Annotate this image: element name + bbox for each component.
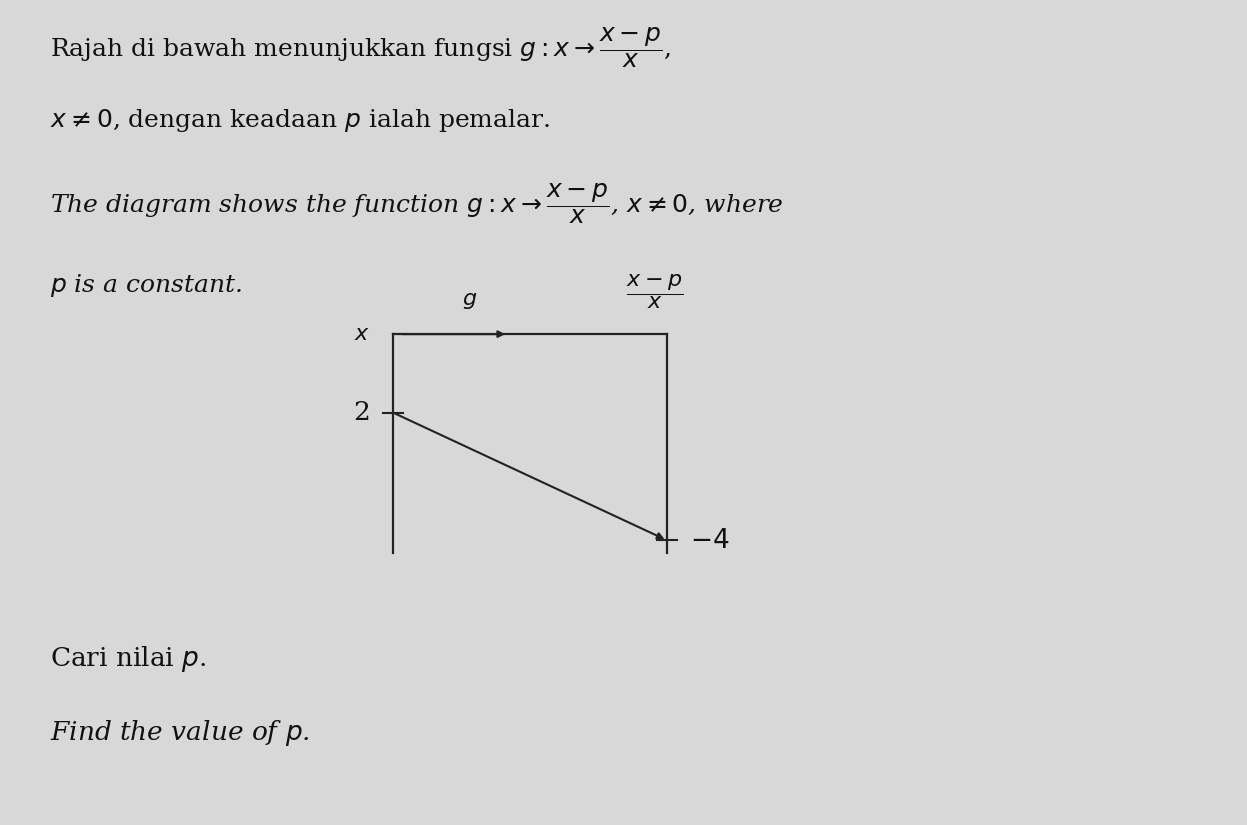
Text: $\dfrac{x - p}{x}$: $\dfrac{x - p}{x}$ — [626, 272, 683, 311]
Text: $g$: $g$ — [461, 289, 478, 311]
Text: Rajah di bawah menunjukkan fungsi $g : x \rightarrow \dfrac{x - p}{x}$,: Rajah di bawah menunjukkan fungsi $g : x… — [50, 25, 671, 69]
Text: $x \neq 0$, dengan keadaan $p$ ialah pemalar.: $x \neq 0$, dengan keadaan $p$ ialah pem… — [50, 107, 550, 134]
Text: Cari nilai $p$.: Cari nilai $p$. — [50, 644, 206, 673]
Text: $-4$: $-4$ — [690, 528, 729, 553]
Text: $p$ is a constant.: $p$ is a constant. — [50, 272, 242, 299]
Text: The diagram shows the function $g : x \rightarrow \dfrac{x - p}{x}$, $x \neq 0$,: The diagram shows the function $g : x \r… — [50, 182, 783, 226]
Text: 2: 2 — [353, 400, 370, 425]
Text: Find the value of $p$.: Find the value of $p$. — [50, 718, 309, 747]
Text: $x$: $x$ — [354, 323, 370, 345]
